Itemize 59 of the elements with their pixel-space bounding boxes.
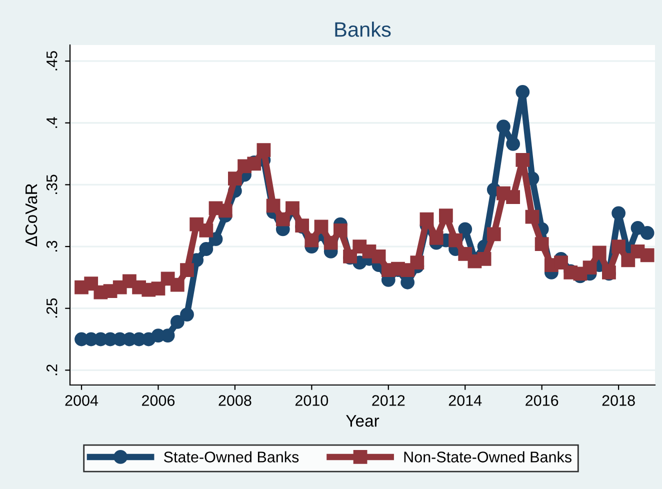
point — [218, 204, 232, 218]
point — [516, 153, 530, 167]
x-tick-label: 2014 — [448, 395, 482, 406]
point — [640, 248, 654, 262]
point — [170, 278, 184, 292]
point — [170, 315, 184, 329]
point — [420, 212, 434, 226]
point — [199, 224, 214, 238]
point — [334, 224, 348, 238]
point — [477, 252, 492, 266]
point — [314, 220, 328, 234]
point — [151, 282, 166, 296]
point — [448, 233, 462, 248]
point — [640, 226, 654, 240]
point — [612, 206, 626, 220]
point — [324, 236, 338, 250]
x-tick-label: 2006 — [142, 395, 175, 406]
point — [516, 85, 530, 99]
y-axis-title: ΔCoVaR — [25, 184, 38, 246]
y-tick-label: .45 — [46, 51, 58, 70]
point — [506, 136, 520, 151]
point — [496, 120, 510, 134]
chart-title: Banks — [335, 22, 391, 37]
point — [372, 249, 386, 264]
y-tick-label: .4 — [46, 116, 58, 128]
x-axis-title: Year — [346, 415, 380, 427]
point — [180, 308, 194, 322]
y-tick-label: .25 — [46, 298, 58, 318]
point — [612, 240, 626, 254]
y-tick-label: .35 — [46, 174, 58, 194]
point — [228, 172, 242, 186]
x-tick-label: 2010 — [295, 395, 328, 406]
point — [180, 263, 194, 277]
point — [506, 190, 520, 204]
x-tick-label: 2016 — [526, 395, 558, 406]
x-tick-label: 2018 — [602, 395, 635, 406]
point — [199, 242, 214, 256]
x-tick-label: 2004 — [65, 395, 98, 406]
legend-label: State-Owned Banks — [164, 451, 299, 462]
point — [525, 210, 540, 224]
x-tick-label: 2008 — [218, 395, 252, 406]
point — [276, 212, 290, 226]
point — [534, 237, 549, 251]
point — [554, 256, 568, 270]
point — [458, 222, 472, 236]
point — [592, 246, 606, 260]
y-tick-label: .3 — [46, 240, 58, 252]
legend-label: Non-State-Owned Banks — [404, 451, 572, 462]
x-tick-label: 2012 — [372, 395, 405, 406]
point — [256, 143, 271, 158]
point — [582, 260, 597, 274]
point — [429, 230, 444, 245]
point — [266, 198, 280, 213]
point — [438, 208, 453, 223]
point — [410, 256, 424, 270]
point — [486, 227, 501, 242]
point — [304, 233, 319, 248]
y-tick-label: .2 — [46, 364, 58, 376]
point — [208, 232, 223, 246]
